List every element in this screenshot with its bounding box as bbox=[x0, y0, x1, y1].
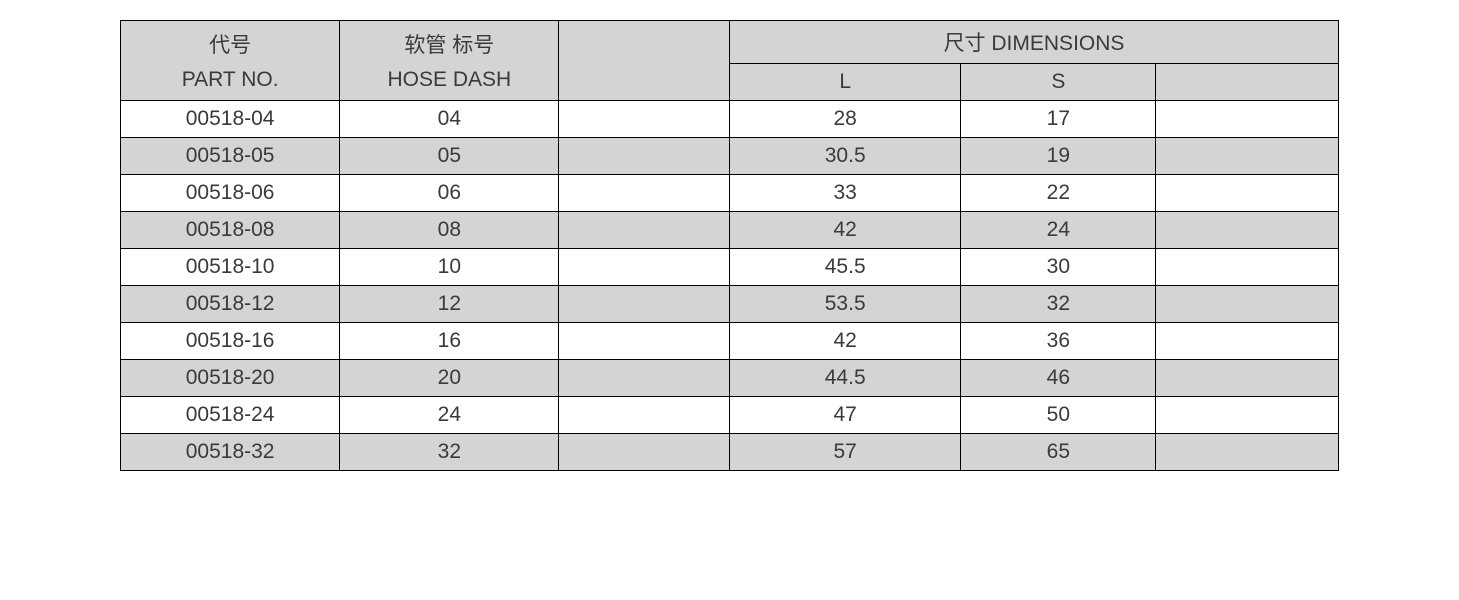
cell-partno: 00518-05 bbox=[121, 138, 340, 175]
cell-L: 33 bbox=[729, 175, 960, 212]
cell-blank1 bbox=[559, 249, 730, 286]
cell-blank2 bbox=[1156, 175, 1339, 212]
cell-S: 19 bbox=[961, 138, 1156, 175]
cell-blank2 bbox=[1156, 249, 1339, 286]
cell-blank1 bbox=[559, 175, 730, 212]
col-header-dimensions: 尺寸 DIMENSIONS bbox=[729, 21, 1338, 64]
cell-blank2 bbox=[1156, 286, 1339, 323]
col-header-S: S bbox=[961, 64, 1156, 101]
cell-blank2 bbox=[1156, 434, 1339, 471]
table-row: 00518-0404 2817 bbox=[121, 101, 1339, 138]
cell-blank2 bbox=[1156, 323, 1339, 360]
cell-hosedash: 16 bbox=[340, 323, 559, 360]
cell-blank2 bbox=[1156, 212, 1339, 249]
cell-S: 17 bbox=[961, 101, 1156, 138]
col-header-L: L bbox=[729, 64, 960, 101]
col-header-blank1 bbox=[559, 21, 730, 101]
cell-S: 24 bbox=[961, 212, 1156, 249]
cell-hosedash: 32 bbox=[340, 434, 559, 471]
cell-blank1 bbox=[559, 360, 730, 397]
table-row: 00518-0808 4224 bbox=[121, 212, 1339, 249]
cell-blank1 bbox=[559, 138, 730, 175]
table-header: 代号 软管 标号 尺寸 DIMENSIONS PART NO. HOSE DAS… bbox=[121, 21, 1339, 101]
cell-S: 32 bbox=[961, 286, 1156, 323]
cell-hosedash: 08 bbox=[340, 212, 559, 249]
cell-S: 22 bbox=[961, 175, 1156, 212]
cell-hosedash: 04 bbox=[340, 101, 559, 138]
cell-partno: 00518-10 bbox=[121, 249, 340, 286]
table-row: 00518-1616 4236 bbox=[121, 323, 1339, 360]
cell-hosedash: 24 bbox=[340, 397, 559, 434]
cell-blank2 bbox=[1156, 138, 1339, 175]
cell-hosedash: 10 bbox=[340, 249, 559, 286]
cell-partno: 00518-32 bbox=[121, 434, 340, 471]
cell-blank2 bbox=[1156, 360, 1339, 397]
cell-blank1 bbox=[559, 212, 730, 249]
dimensions-table: 代号 软管 标号 尺寸 DIMENSIONS PART NO. HOSE DAS… bbox=[120, 20, 1339, 471]
cell-blank2 bbox=[1156, 397, 1339, 434]
table-row: 00518-0606 3322 bbox=[121, 175, 1339, 212]
cell-hosedash: 05 bbox=[340, 138, 559, 175]
cell-L: 45.5 bbox=[729, 249, 960, 286]
table-row: 00518-2020 44.546 bbox=[121, 360, 1339, 397]
cell-L: 42 bbox=[729, 323, 960, 360]
cell-L: 57 bbox=[729, 434, 960, 471]
table-body: 00518-0404281700518-050530.51900518-0606… bbox=[121, 101, 1339, 471]
col-header-hosedash-en: HOSE DASH bbox=[340, 64, 559, 101]
col-header-partno-en: PART NO. bbox=[121, 64, 340, 101]
table-row: 00518-1010 45.530 bbox=[121, 249, 1339, 286]
cell-S: 46 bbox=[961, 360, 1156, 397]
cell-S: 50 bbox=[961, 397, 1156, 434]
cell-L: 28 bbox=[729, 101, 960, 138]
cell-partno: 00518-08 bbox=[121, 212, 340, 249]
table-row: 00518-2424 4750 bbox=[121, 397, 1339, 434]
cell-blank1 bbox=[559, 286, 730, 323]
cell-partno: 00518-06 bbox=[121, 175, 340, 212]
cell-hosedash: 12 bbox=[340, 286, 559, 323]
cell-S: 30 bbox=[961, 249, 1156, 286]
col-header-blank2 bbox=[1156, 64, 1339, 101]
cell-partno: 00518-20 bbox=[121, 360, 340, 397]
cell-S: 36 bbox=[961, 323, 1156, 360]
cell-blank1 bbox=[559, 434, 730, 471]
table-row: 00518-3232 5765 bbox=[121, 434, 1339, 471]
cell-L: 42 bbox=[729, 212, 960, 249]
col-header-hosedash-cn: 软管 标号 bbox=[340, 21, 559, 64]
col-header-partno-cn: 代号 bbox=[121, 21, 340, 64]
cell-L: 47 bbox=[729, 397, 960, 434]
cell-partno: 00518-12 bbox=[121, 286, 340, 323]
cell-hosedash: 20 bbox=[340, 360, 559, 397]
cell-S: 65 bbox=[961, 434, 1156, 471]
cell-partno: 00518-16 bbox=[121, 323, 340, 360]
cell-blank1 bbox=[559, 101, 730, 138]
table-row: 00518-1212 53.532 bbox=[121, 286, 1339, 323]
cell-blank1 bbox=[559, 323, 730, 360]
cell-L: 44.5 bbox=[729, 360, 960, 397]
cell-partno: 00518-04 bbox=[121, 101, 340, 138]
cell-L: 53.5 bbox=[729, 286, 960, 323]
table-row: 00518-0505 30.519 bbox=[121, 138, 1339, 175]
cell-hosedash: 06 bbox=[340, 175, 559, 212]
cell-blank2 bbox=[1156, 101, 1339, 138]
cell-L: 30.5 bbox=[729, 138, 960, 175]
cell-blank1 bbox=[559, 397, 730, 434]
cell-partno: 00518-24 bbox=[121, 397, 340, 434]
